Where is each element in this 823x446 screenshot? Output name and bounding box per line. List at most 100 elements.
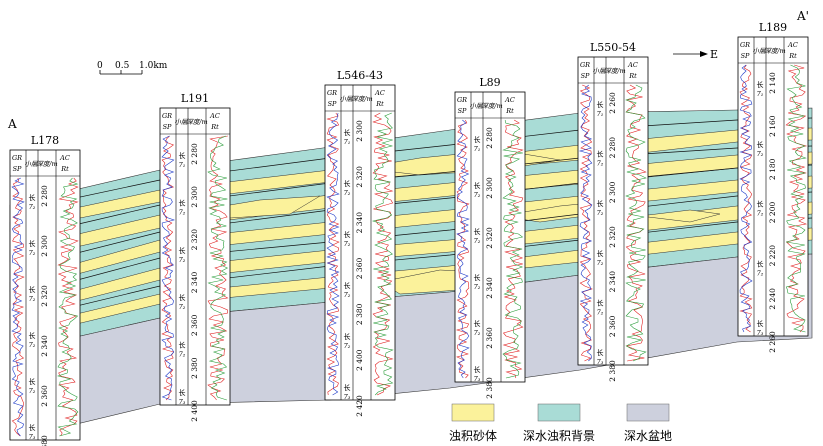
layer-label-prefix: 长: [29, 193, 36, 202]
sp-header: SP: [13, 165, 22, 173]
gr-log-curve: [161, 135, 175, 401]
rt-header: Rt: [210, 123, 219, 131]
ac-header: AC: [209, 112, 220, 120]
gr-header: GR: [327, 89, 337, 97]
gr-header: GR: [457, 96, 467, 104]
depth-label: 2 280: [40, 185, 49, 207]
profile-end-label: A': [796, 9, 809, 23]
layer-label-prefix: 长: [474, 273, 481, 282]
scale-tick-2: 1.0km: [139, 61, 168, 71]
depth-label: 2 320: [608, 226, 617, 248]
depth-header: 深度/m: [186, 118, 207, 126]
rt-header: Rt: [628, 72, 637, 80]
profile-start-label: A: [7, 117, 17, 131]
depth-label: 2 300: [608, 181, 617, 203]
depth-label: 2 340: [355, 212, 364, 234]
layer-label-prefix: 长: [344, 383, 351, 392]
depth-header: 深度/m: [481, 102, 502, 110]
depth-label: 2 360: [190, 314, 199, 336]
layer-label: 7₂: [757, 210, 764, 218]
scale-tick-1: 0.5: [115, 61, 130, 71]
layer-label: 7₂: [29, 203, 36, 211]
layer-label-prefix: 长: [757, 140, 764, 149]
ac-header: AC: [787, 41, 798, 49]
legend-swatch-sand: [451, 403, 495, 422]
layer-label: 7₂: [179, 256, 186, 264]
layer-label-prefix: 长: [474, 365, 481, 374]
depth-label: 2 360: [355, 258, 364, 280]
layer-label-prefix: 长: [597, 199, 604, 208]
layer-label: 7₂: [597, 308, 604, 316]
layer-label: 7₂: [474, 329, 481, 337]
layer-label-prefix: 长: [179, 293, 186, 302]
layer-header: 小层: [340, 95, 355, 103]
layer-label: 7₂: [179, 303, 186, 311]
layer-label-prefix: 长: [179, 341, 186, 350]
depth-label: 2 220: [768, 245, 777, 267]
layer-header: 小层: [25, 160, 40, 168]
layer-label: 7₂: [474, 191, 481, 199]
depth-label: 2 140: [768, 72, 777, 94]
depth-label: 2 300: [485, 177, 494, 199]
layer-label: 7₂: [179, 208, 186, 216]
sp-log-curve: [739, 64, 753, 333]
layer-header: 小层: [753, 47, 768, 55]
sp-header: SP: [163, 123, 172, 131]
layer-label-prefix: 长: [474, 181, 481, 190]
depth-label: 2 380: [190, 357, 199, 379]
ac-header: AC: [504, 96, 515, 104]
legend-label-turbidite: 深水浊积背景: [523, 429, 595, 443]
layer-header: 小层: [470, 102, 485, 110]
rt-log-curve: [502, 119, 524, 379]
ac-header: AC: [59, 154, 70, 162]
sp-log-curve: [578, 84, 593, 362]
depth-header: 深度/m: [351, 95, 372, 103]
layer-label-prefix: 长: [597, 150, 604, 159]
well-name: L189: [759, 21, 787, 34]
layer-label-prefix: 长: [29, 423, 36, 432]
layer-label-prefix: 长: [179, 388, 186, 397]
layer-label-prefix: 长: [29, 377, 36, 386]
depth-label: 2 320: [40, 285, 49, 307]
layer-label-prefix: 长: [344, 230, 351, 239]
layer-label: 7₂: [29, 249, 36, 257]
layer-label: 7₁: [474, 145, 481, 153]
layer-label: 7₂: [29, 295, 36, 303]
depth-header: 深度/m: [36, 160, 57, 168]
layer-label: 7₂: [474, 237, 481, 245]
layer-label: 7₂: [179, 351, 186, 359]
layer-label-prefix: 长: [757, 319, 764, 328]
depth-label: 2 380: [485, 377, 494, 399]
layer-label: 7₂: [757, 269, 764, 277]
layer-label-prefix: 长: [474, 135, 481, 144]
depth-label: 2 340: [485, 277, 494, 299]
depth-label: 2 360: [608, 315, 617, 337]
rt-log-curve: [371, 112, 394, 396]
layer-label-prefix: 长: [474, 319, 481, 328]
depth-label: 2 380: [40, 435, 49, 446]
depth-label: 2 320: [485, 227, 494, 249]
rt-header: Rt: [788, 52, 797, 60]
depth-label: 2 260: [608, 92, 617, 114]
sp-log-curve: [326, 112, 340, 396]
depth-label: 2 360: [40, 385, 49, 407]
ac-header: AC: [627, 61, 638, 69]
layer-header: 小层: [175, 118, 190, 126]
layer-label: 7₂: [29, 341, 36, 349]
depth-label: 2 360: [485, 327, 494, 349]
rt-log-curve: [207, 135, 229, 401]
layer-label-prefix: 长: [757, 259, 764, 268]
layer-label-prefix: 长: [29, 239, 36, 248]
layer-header: 小层: [593, 67, 608, 75]
gr-log-curve: [11, 177, 25, 437]
rt-log-curve: [625, 84, 647, 362]
direction-arrow: E: [673, 48, 718, 61]
rt-log-curve: [56, 177, 79, 437]
gr-log-curve: [579, 84, 593, 362]
